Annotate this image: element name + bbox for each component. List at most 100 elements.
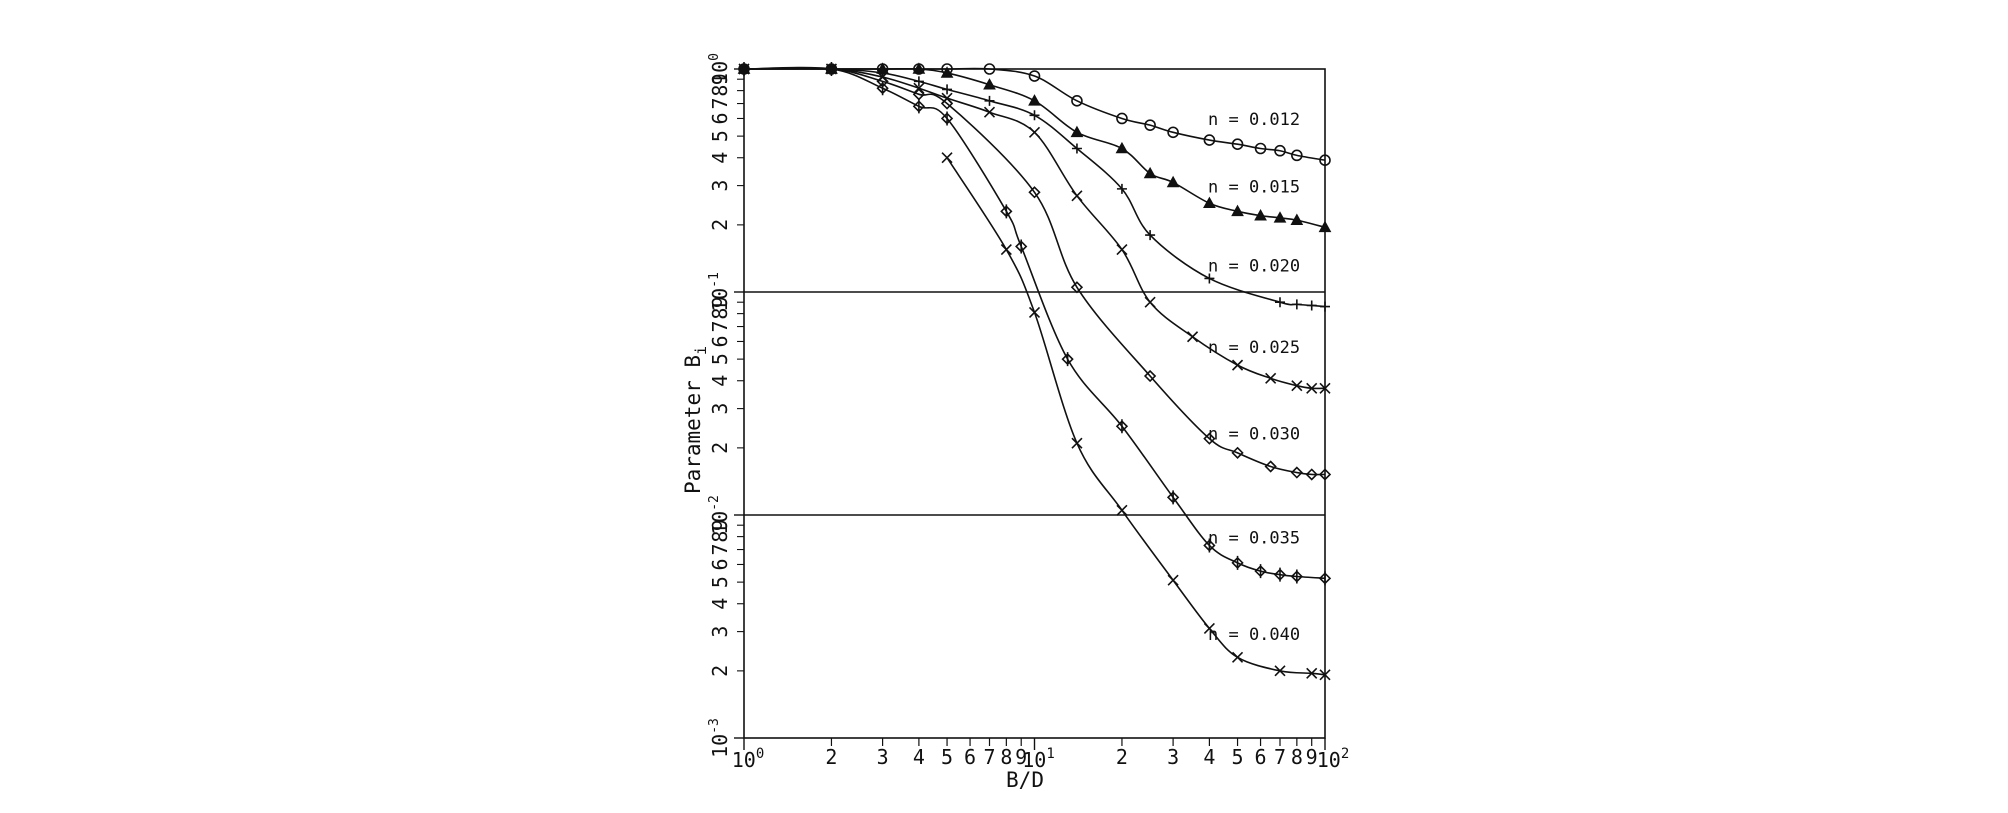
point-triangle <box>1143 166 1157 179</box>
data-point <box>1028 70 1041 82</box>
data-point <box>1273 211 1287 223</box>
point-x <box>1319 382 1331 394</box>
x-minor-label: 9 <box>1015 745 1027 769</box>
y-decade-exponent: -1 <box>707 272 722 288</box>
point-circle <box>1071 95 1083 107</box>
point-triangle <box>1203 196 1216 209</box>
point-x <box>1291 380 1303 392</box>
data-point <box>1028 94 1041 106</box>
y-minor-label: 4 <box>708 152 732 164</box>
point-diamond <box>1305 468 1318 481</box>
data-point <box>941 152 953 164</box>
y-minor-label: 2 <box>708 219 732 231</box>
data-point <box>1274 665 1286 677</box>
data-point <box>1167 126 1179 139</box>
point-x <box>1071 190 1083 202</box>
x-minor-label: 5 <box>1232 745 1244 769</box>
y-minor-label: 7 <box>708 98 732 110</box>
curve-labels: n = 0.012 n = 0.015 n = 0.020 n = 0.025 n = … <box>1208 110 1300 645</box>
y-decade-exponent: -2 <box>707 495 722 511</box>
point-diamond <box>1028 186 1041 199</box>
y-minor-label: 2 <box>708 442 732 454</box>
point-plus <box>1275 297 1285 308</box>
point-diamond <box>912 88 926 101</box>
point-plus <box>1306 300 1317 311</box>
data-point <box>1290 569 1303 584</box>
data-point <box>1231 204 1244 217</box>
point-diamond-plus <box>1166 490 1180 505</box>
data-point <box>1318 468 1332 481</box>
data-point <box>1115 419 1129 434</box>
x-decade-label: 102 <box>1317 746 1350 772</box>
point-x <box>1000 243 1012 256</box>
data-point <box>825 62 838 76</box>
data-point <box>1319 669 1331 681</box>
x-decade-exponent: 0 <box>756 746 764 762</box>
data-point <box>1273 567 1287 582</box>
x-minor-label: 3 <box>1167 745 1179 769</box>
y-minor-label: 3 <box>708 180 732 192</box>
point-x <box>1028 306 1041 318</box>
point-circle <box>1274 144 1286 157</box>
point-diamond-plus <box>1015 239 1028 254</box>
data-point <box>1071 190 1083 202</box>
series-label: n = 0.035 <box>1208 528 1300 548</box>
point-x <box>1144 296 1156 308</box>
y-minor-label: 2 <box>708 665 732 677</box>
data-point <box>1186 331 1199 343</box>
data-point <box>1116 112 1128 125</box>
y-minor-label: 5 <box>708 576 732 588</box>
y-minor-label: 7 <box>708 544 732 556</box>
point-x <box>1306 667 1318 679</box>
point-diamond-plus <box>825 62 838 76</box>
data-point <box>1203 134 1216 146</box>
data-point <box>940 111 954 126</box>
data-point <box>1291 149 1303 162</box>
point-x <box>1306 382 1318 394</box>
series-line <box>743 67 1326 476</box>
point-circle <box>1028 70 1041 82</box>
point-x <box>1116 243 1128 256</box>
point-triangle <box>1290 213 1304 225</box>
data-point <box>1264 460 1277 473</box>
point-triangle <box>983 78 996 90</box>
data-point <box>1275 297 1285 308</box>
data-point <box>1203 432 1216 445</box>
series-label: n = 0.020 <box>1208 257 1300 277</box>
data-point <box>983 106 996 118</box>
data-point <box>1000 243 1012 256</box>
x-minor-label: 2 <box>1116 745 1128 769</box>
data-point <box>1318 220 1332 233</box>
point-plus <box>1071 143 1082 154</box>
point-triangle <box>1028 94 1041 106</box>
point-circle <box>1167 126 1179 139</box>
data-point <box>942 84 953 95</box>
data-markers <box>737 62 1332 681</box>
data-point <box>983 63 996 75</box>
y-minor-label: 3 <box>708 403 732 415</box>
point-x <box>1028 126 1041 138</box>
point-triangle <box>940 66 954 78</box>
point-x <box>1265 372 1277 384</box>
series-line <box>743 67 1326 390</box>
data-point <box>940 97 954 110</box>
point-triangle <box>1273 211 1287 223</box>
data-point <box>913 76 924 87</box>
point-x <box>983 106 996 118</box>
y-decade-exponent: -3 <box>707 718 722 734</box>
point-diamond-plus <box>1231 555 1244 570</box>
data-point <box>1319 154 1331 166</box>
data-point <box>1320 301 1330 312</box>
data-point <box>1318 571 1332 586</box>
y-decade-exponent: 0 <box>707 53 722 61</box>
point-triangle <box>1115 141 1129 154</box>
data-point <box>1204 273 1215 284</box>
y-decade-label: 10-1 <box>707 272 732 312</box>
point-circle <box>1319 154 1331 166</box>
point-diamond <box>1264 460 1277 473</box>
point-circle <box>1116 112 1128 125</box>
series-line <box>946 157 1326 676</box>
data-point <box>912 99 926 114</box>
